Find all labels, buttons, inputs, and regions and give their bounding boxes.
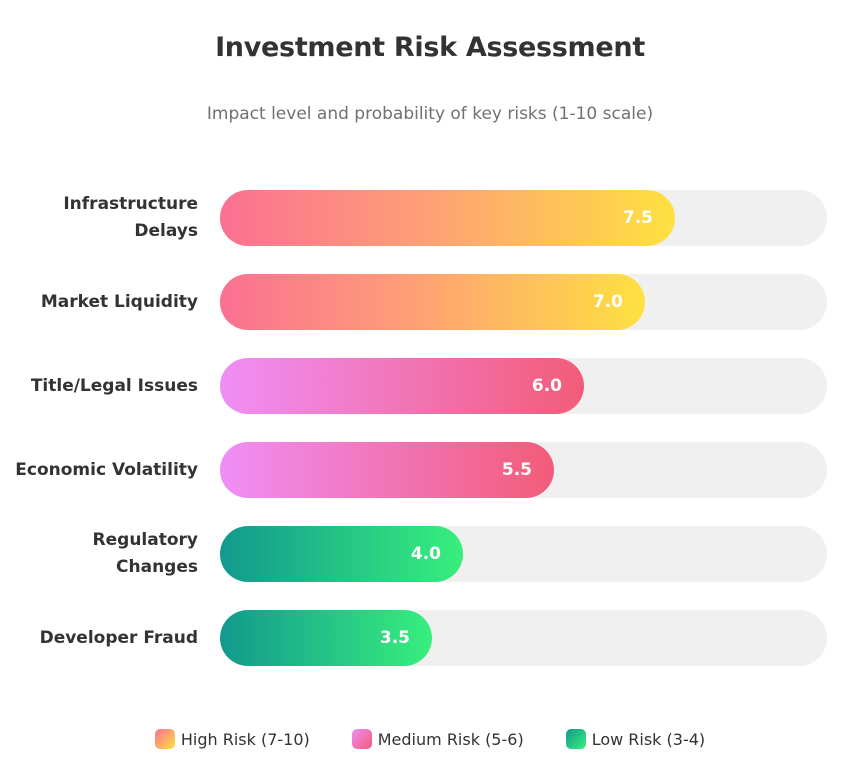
bar-row: Infrastructure Delays 7.5 (0, 190, 860, 246)
bar-value-label: 7.5 (622, 208, 653, 228)
bar-track: 6.0 (220, 358, 827, 414)
bar: 3.5 (220, 610, 432, 666)
bar-value-label: 7.0 (592, 292, 623, 312)
chart-subtitle: Impact level and probability of key risk… (206, 104, 654, 124)
category-label: Economic Volatility (15, 459, 198, 480)
bar-row: Title/Legal Issues 6.0 (0, 358, 860, 414)
category-label: Developer Fraud (39, 627, 198, 648)
legend-swatch-low (565, 729, 586, 749)
bar: 6.0 (220, 358, 584, 414)
legend: High Risk (7-10) Medium Risk (5-6) Low R… (0, 729, 860, 749)
bar-row: Economic Volatility 5.5 (0, 442, 860, 498)
legend-label-low: Low Risk (3-4) (591, 729, 706, 749)
category-label: Infrastructure Delays (63, 194, 198, 241)
bar: 7.0 (220, 274, 645, 330)
legend-item-low: Low Risk (3-4) (565, 729, 706, 749)
bar-track: 5.5 (220, 442, 827, 498)
bar-track: 7.0 (220, 274, 827, 330)
category-label: Title/Legal Issues (30, 375, 198, 396)
bar-value-label: 4.0 (410, 544, 441, 564)
category-label: Regulatory Changes (92, 530, 198, 577)
bar: 7.5 (220, 190, 675, 246)
legend-swatch-medium (351, 729, 372, 749)
bar-track: 3.5 (220, 610, 827, 666)
legend-label-medium: Medium Risk (5-6) (377, 729, 524, 749)
bar-row: Regulatory Changes 4.0 (0, 526, 860, 582)
legend-item-medium: Medium Risk (5-6) (351, 729, 524, 749)
bar-value-label: 5.5 (501, 460, 532, 480)
bar-value-label: 3.5 (379, 628, 410, 648)
category-label: Market Liquidity (40, 291, 198, 312)
bar: 4.0 (220, 526, 463, 582)
bar-track: 7.5 (220, 190, 827, 246)
legend-label-high: High Risk (7-10) (180, 729, 310, 749)
bar-track: 4.0 (220, 526, 827, 582)
bar-row: Market Liquidity 7.0 (0, 274, 860, 330)
legend-swatch-high (154, 729, 175, 749)
bar-row: Developer Fraud 3.5 (0, 610, 860, 666)
chart-title: Investment Risk Assessment (215, 32, 645, 63)
legend-item-high: High Risk (7-10) (154, 729, 310, 749)
bar-value-label: 6.0 (531, 376, 562, 396)
bar: 5.5 (220, 442, 554, 498)
